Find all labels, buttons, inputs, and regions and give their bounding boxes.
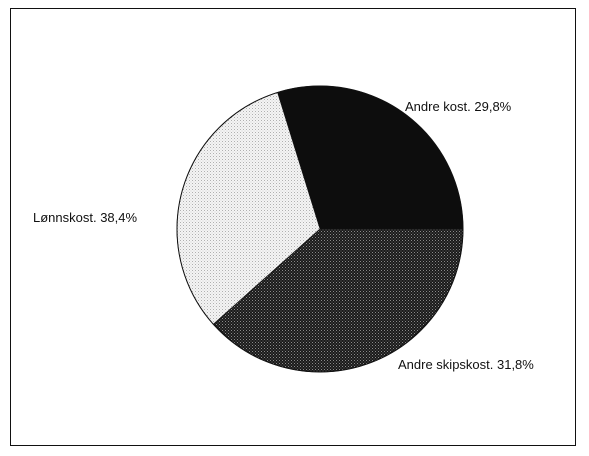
slice-label-2: Lønnskost. 38,4% xyxy=(33,210,137,225)
slice-label-0: Andre kost. 29,8% xyxy=(405,99,512,114)
slice-label-1: Andre skipskost. 31,8% xyxy=(398,357,534,372)
pie-outline xyxy=(176,85,464,373)
